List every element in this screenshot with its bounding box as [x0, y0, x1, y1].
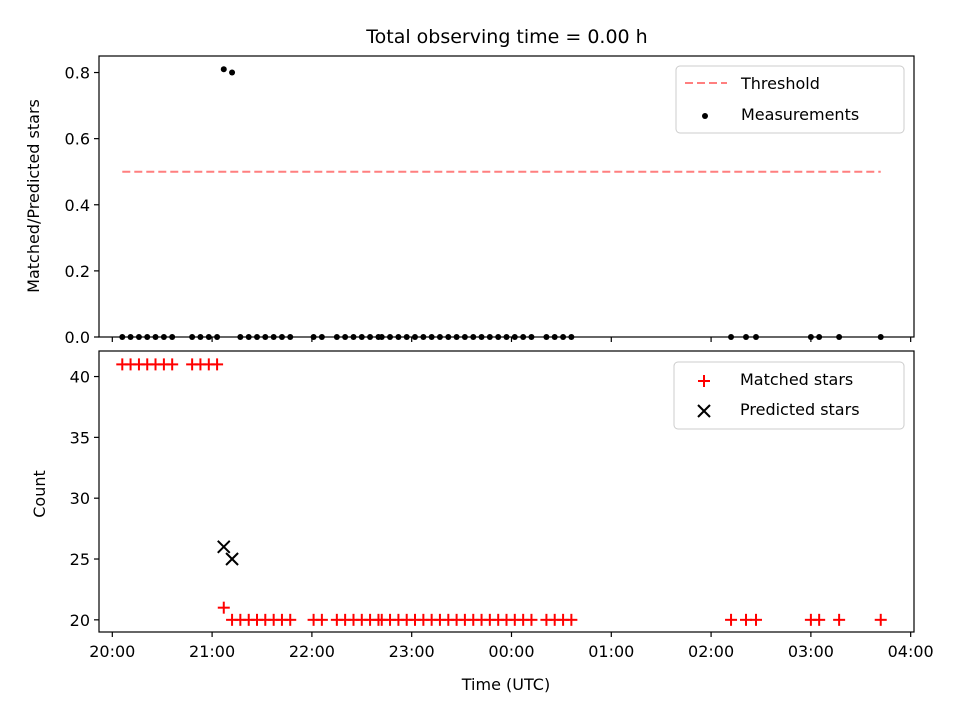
bottom-y-tick-label: 30 — [70, 489, 90, 508]
measurement-point — [220, 66, 227, 73]
predicted-star-marker — [225, 552, 239, 566]
matched-star-marker — [813, 613, 826, 626]
matched-star-marker — [166, 358, 179, 371]
matched-star-marker — [725, 613, 738, 626]
legend-matched-swatch — [698, 375, 710, 387]
top-y-tick-label: 0.8 — [65, 64, 90, 83]
top-y-tick-label: 0.2 — [65, 262, 90, 281]
predicted-star-marker — [217, 540, 231, 554]
matched-star-marker — [211, 358, 224, 371]
matched-star-marker — [833, 613, 846, 626]
top-y-tick-label: 0.4 — [65, 196, 90, 215]
bottom-y-ticks: 20 25 30 35 40 — [70, 368, 99, 630]
bottom-x-tick-label: 00:00 — [488, 642, 534, 661]
bottom-x-tick-label: 20:00 — [89, 642, 135, 661]
bottom-y-tick-label: 40 — [70, 368, 90, 387]
top-y-tick-label: 0.0 — [65, 328, 90, 347]
bottom-marks — [116, 358, 887, 626]
bottom-panel: 20 25 30 35 40 20:00 21:00 22:00 23:00 00:00 01:0… — [30, 350, 934, 694]
bottom-y-tick-label: 35 — [70, 428, 90, 447]
bottom-x-tick-label: 21:00 — [189, 642, 235, 661]
bottom-x-tick-label: 03:00 — [788, 642, 834, 661]
legend-matched-label: Matched stars — [740, 370, 853, 389]
bottom-x-tick-label: 23:00 — [389, 642, 435, 661]
legend-predicted-label: Predicted stars — [740, 400, 860, 419]
chart-title: Total observing time = 0.00 h — [365, 26, 647, 48]
bottom-x-tick-label: 04:00 — [888, 642, 934, 661]
matched-star-marker — [749, 613, 762, 626]
matched-star-marker — [874, 613, 887, 626]
matched-star-marker — [315, 613, 328, 626]
bottom-x-tick-label: 01:00 — [588, 642, 634, 661]
top-y-axis-label: Matched/Predicted stars — [24, 99, 43, 293]
bottom-x-tick-label: 02:00 — [688, 642, 734, 661]
matched-star-marker — [525, 613, 538, 626]
legend-threshold-label: Threshold — [740, 74, 820, 93]
bottom-y-tick-label: 20 — [70, 611, 90, 630]
bottom-legend: Matched stars Predicted stars — [673, 361, 905, 430]
matched-star-marker — [217, 601, 230, 614]
top-y-tick-label: 0.6 — [65, 130, 90, 149]
top-y-ticks: 0.0 0.2 0.4 0.6 0.8 — [65, 64, 99, 347]
top-legend: Threshold Measurements — [675, 65, 905, 134]
bottom-legend-box — [673, 361, 905, 430]
bottom-y-axis-label: Count — [30, 470, 49, 518]
bottom-axes-frame — [98, 350, 915, 633]
legend-measurements-swatch — [702, 113, 708, 119]
top-axes-frame — [98, 55, 915, 338]
bottom-x-tick-label: 22:00 — [289, 642, 335, 661]
top-x-ticks — [111, 337, 912, 342]
legend-measurements-label: Measurements — [741, 105, 859, 124]
top-legend-box — [675, 65, 905, 134]
top-panel: 0.00.20.40.60.8 Matched/Predicted stars … — [24, 55, 915, 347]
measurement-point — [229, 69, 236, 76]
matched-star-marker — [565, 613, 578, 626]
bottom-x-axis-label: Time (UTC) — [461, 675, 550, 694]
bottom-y-tick-label: 25 — [70, 550, 90, 569]
legend-predicted-swatch — [697, 404, 711, 418]
bottom-x-ticks: 20:00 21:00 22:00 23:00 00:00 01:00 02:00 03:00… — [89, 632, 934, 661]
matched-star-marker — [284, 613, 297, 626]
